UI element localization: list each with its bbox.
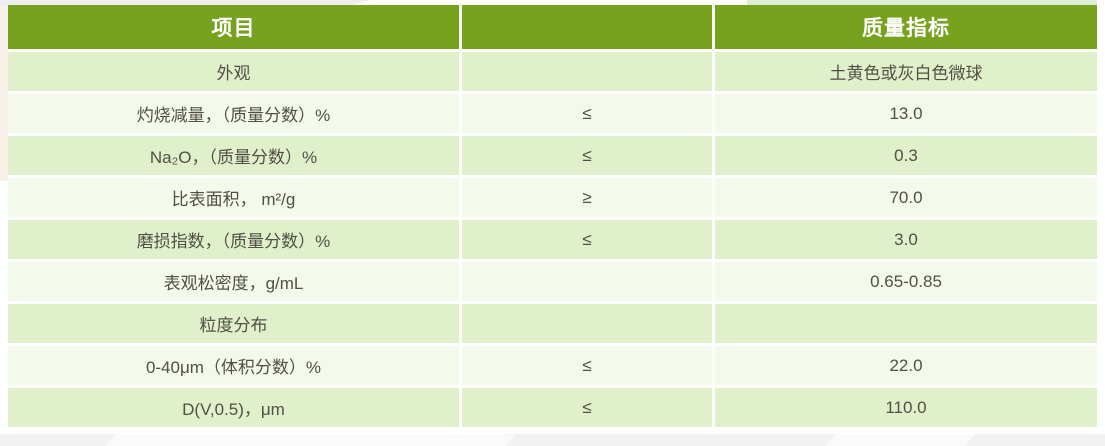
operator-cell: ≤ xyxy=(462,94,712,133)
operator-cell: ≤ xyxy=(462,388,712,427)
table-header-row: 项目 质量指标 xyxy=(8,5,1097,49)
item-cell: 磨损指数，（质量分数）% xyxy=(8,220,459,259)
operator-cell xyxy=(462,262,712,301)
column-header-indicator: 质量指标 xyxy=(715,5,1097,49)
item-cell: Na₂O，（质量分数）% xyxy=(8,136,459,175)
spec-table: 项目 质量指标 外观 土黄色或灰白色微球 灼烧减量，（质量分数）% ≤ 13.0… xyxy=(5,2,1100,430)
column-header-operator xyxy=(462,5,712,49)
bottom-decor-shape xyxy=(824,434,976,446)
operator-cell xyxy=(462,304,712,343)
table-row: 表观松密度，g/mL 0.65-0.85 xyxy=(8,262,1097,301)
item-cell: D(V,0.5)，μm xyxy=(8,388,459,427)
operator-cell: ≤ xyxy=(462,136,712,175)
operator-cell: ≥ xyxy=(462,178,712,217)
value-cell: 22.0 xyxy=(715,346,1097,385)
table-row: 外观 土黄色或灰白色微球 xyxy=(8,52,1097,91)
item-cell: 外观 xyxy=(8,52,459,91)
table-row: 粒度分布 xyxy=(8,304,1097,343)
top-right-decor-strip xyxy=(747,0,1097,6)
left-edge-decor xyxy=(0,6,8,181)
bottom-decor-strip xyxy=(0,434,1105,446)
value-cell: 3.0 xyxy=(715,220,1097,259)
table-row: 磨损指数，（质量分数）% ≤ 3.0 xyxy=(8,220,1097,259)
table-row: Na₂O，（质量分数）% ≤ 0.3 xyxy=(8,136,1097,175)
operator-cell xyxy=(462,52,712,91)
table-row: 灼烧减量，（质量分数）% ≤ 13.0 xyxy=(8,94,1097,133)
table-row: 0-40μm（体积分数）% ≤ 22.0 xyxy=(8,346,1097,385)
table-row: D(V,0.5)，μm ≤ 110.0 xyxy=(8,388,1097,427)
value-cell xyxy=(715,304,1097,343)
column-header-item: 项目 xyxy=(8,5,459,49)
item-cell: 灼烧减量，（质量分数）% xyxy=(8,94,459,133)
top-left-decor-strip xyxy=(0,0,370,6)
item-cell: 比表面积， m²/g xyxy=(8,178,459,217)
item-cell: 表观松密度，g/mL xyxy=(8,262,459,301)
operator-cell: ≤ xyxy=(462,346,712,385)
operator-cell: ≤ xyxy=(462,220,712,259)
table-row: 比表面积， m²/g ≥ 70.0 xyxy=(8,178,1097,217)
value-cell: 0.3 xyxy=(715,136,1097,175)
value-cell: 0.65-0.85 xyxy=(715,262,1097,301)
bottom-decor-shape xyxy=(104,434,516,446)
value-cell: 70.0 xyxy=(715,178,1097,217)
value-cell: 13.0 xyxy=(715,94,1097,133)
item-cell: 粒度分布 xyxy=(8,304,459,343)
value-cell: 土黄色或灰白色微球 xyxy=(715,52,1097,91)
item-cell: 0-40μm（体积分数）% xyxy=(8,346,459,385)
value-cell: 110.0 xyxy=(715,388,1097,427)
